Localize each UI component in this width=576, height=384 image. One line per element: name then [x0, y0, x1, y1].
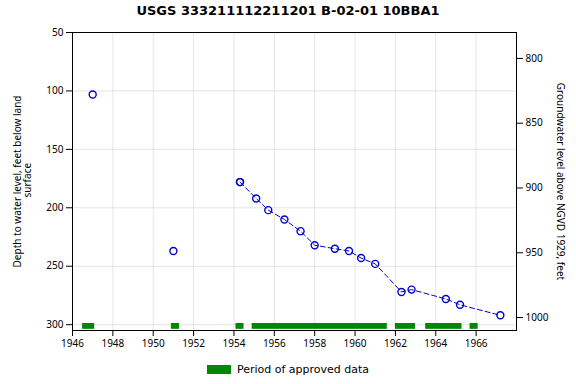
svg-text:50: 50: [52, 25, 64, 39]
svg-text:800: 800: [526, 51, 543, 65]
svg-text:950: 950: [526, 245, 543, 259]
svg-text:900: 900: [526, 180, 543, 194]
html-text:Period of approved data: Period of approved data: [236, 362, 370, 376]
svg-text:1954: 1954: [223, 336, 246, 350]
svg-text:1966: 1966: [465, 336, 488, 350]
svg-text:1964: 1964: [424, 336, 447, 350]
svg-text:250: 250: [46, 258, 63, 272]
svg-text:300: 300: [46, 317, 63, 331]
svg-text:850: 850: [526, 115, 543, 129]
svg-text:1946: 1946: [61, 336, 84, 350]
svg-text:150: 150: [46, 142, 63, 156]
svg-text:1956: 1956: [263, 336, 286, 350]
svg-text:Depth to water level, feet bel: Depth to water level, feet below land su…: [10, 96, 34, 268]
svg-text:1952: 1952: [182, 336, 205, 350]
svg-text:1960: 1960: [344, 336, 367, 350]
svg-text:100: 100: [46, 83, 63, 97]
svg-text:Groundwater level above NGVD 1: Groundwater level above NGVD 1929, feet: [554, 83, 568, 281]
svg-text:1962: 1962: [384, 336, 407, 350]
svg-text:200: 200: [46, 200, 63, 214]
svg-text:1000: 1000: [526, 310, 549, 324]
html-text:USGS 333211112211201 B-02-01 1: USGS 333211112211201 B-02-01 10BBA1: [136, 3, 440, 18]
svg-text:1948: 1948: [101, 336, 124, 350]
svg-text:1958: 1958: [303, 336, 326, 350]
svg-text:1950: 1950: [142, 336, 165, 350]
